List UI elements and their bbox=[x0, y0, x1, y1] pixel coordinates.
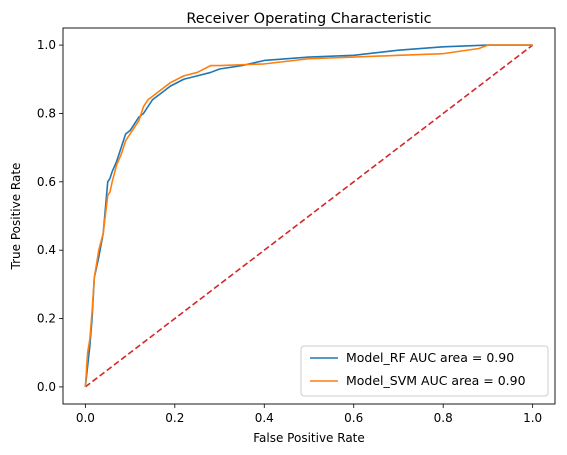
x-tick-label: 0.6 bbox=[344, 411, 363, 425]
x-tick-label: 0.0 bbox=[76, 411, 95, 425]
series-line-1 bbox=[84, 44, 533, 387]
legend-label-svm: Model_SVM AUC area = 0.90 bbox=[346, 373, 526, 388]
x-axis: 0.0 0.2 0.4 0.6 0.8 1.0 bbox=[76, 404, 542, 425]
legend: Model_RF AUC area = 0.90 Model_SVM AUC a… bbox=[300, 345, 549, 397]
y-tick-label: 1.0 bbox=[37, 38, 56, 52]
y-tick-label: 0.8 bbox=[37, 106, 56, 120]
x-tick-label: 0.8 bbox=[434, 411, 453, 425]
legend-label-rf: Model_RF AUC area = 0.90 bbox=[346, 350, 514, 365]
y-tick-label: 0.2 bbox=[37, 312, 56, 326]
y-axis: 0.0 0.2 0.4 0.6 0.8 1.0 bbox=[37, 38, 63, 394]
chart-title: Receiver Operating Characteristic bbox=[186, 11, 431, 27]
plot-area bbox=[84, 44, 534, 388]
x-tick-label: 1.0 bbox=[523, 411, 542, 425]
legend-box bbox=[300, 345, 549, 397]
chance-diagonal-line bbox=[84, 44, 534, 388]
y-tick-label: 0.6 bbox=[37, 175, 56, 189]
plot-frame bbox=[62, 27, 556, 405]
x-tick-label: 0.2 bbox=[165, 411, 184, 425]
y-tick-label: 0.0 bbox=[37, 380, 56, 394]
y-tick-label: 0.4 bbox=[37, 243, 56, 257]
x-axis-label: False Positive Rate bbox=[253, 431, 365, 445]
x-tick-label: 0.4 bbox=[255, 411, 274, 425]
y-axis-label: True Positive Rate bbox=[9, 163, 23, 271]
